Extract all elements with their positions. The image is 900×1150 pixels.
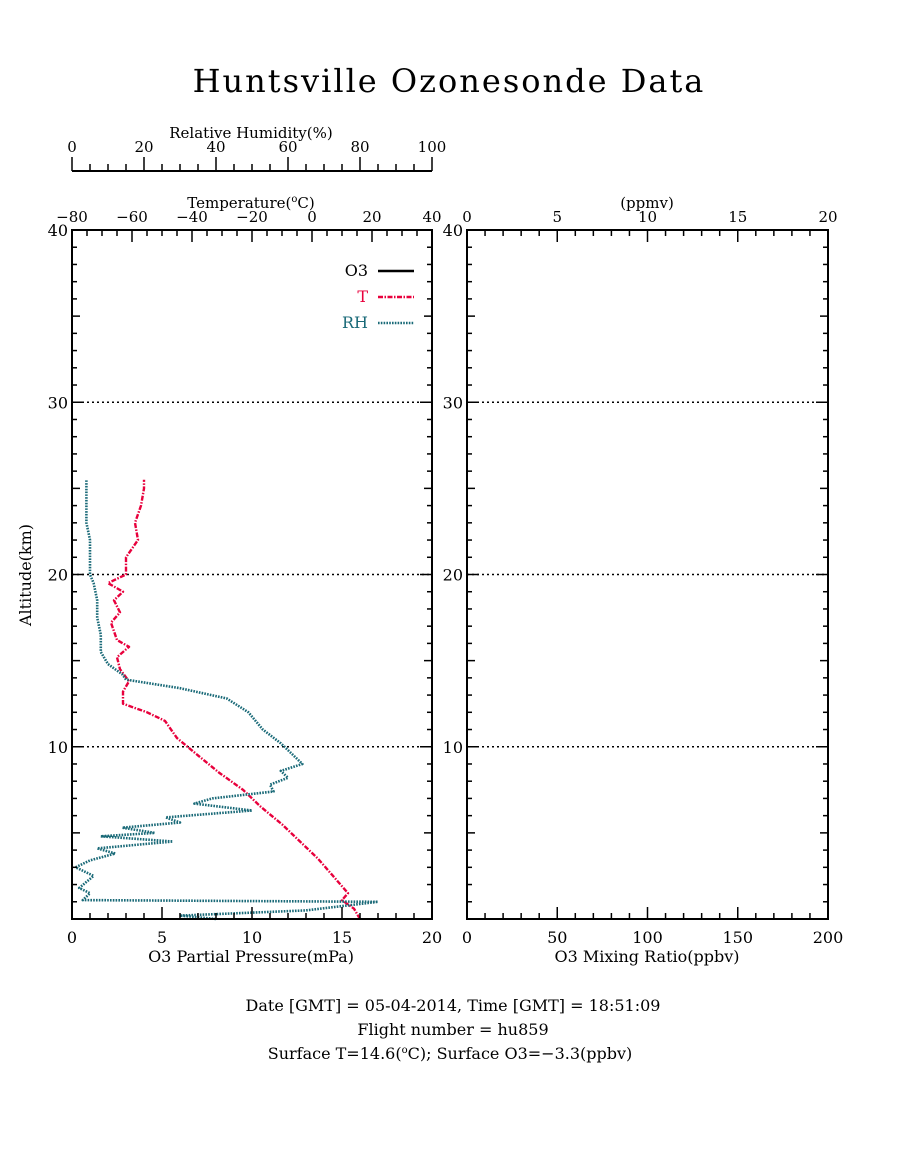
rh-series-line bbox=[74, 479, 380, 921]
temperature-xtick-label: −60 bbox=[116, 208, 148, 226]
chart-title: Huntsville Ozonesonde Data bbox=[193, 62, 706, 100]
ppbv-xtick-label: 50 bbox=[547, 928, 567, 947]
footer-surface-t: Surface T=14.6( bbox=[268, 1044, 402, 1063]
ppmv-xtick-label: 15 bbox=[728, 208, 747, 226]
o3-mixing-ratio-axis-label: O3 Mixing Ratio(ppbv) bbox=[554, 947, 739, 966]
legend-label-o3: O3 bbox=[345, 261, 368, 280]
legend-label-t: T bbox=[357, 287, 368, 306]
footer-surface-degree: o bbox=[402, 1045, 408, 1056]
legend: O3 T RH bbox=[342, 261, 414, 332]
axes bbox=[71, 170, 829, 920]
o3-partial-pressure-axis-label: O3 Partial Pressure(mPa) bbox=[148, 947, 354, 966]
t-series-line bbox=[106, 479, 362, 920]
ppmv-xtick-label: 5 bbox=[552, 208, 562, 226]
right-ytick-label: 30 bbox=[443, 393, 463, 412]
o3-xtick-label: 20 bbox=[422, 928, 442, 947]
tick-marks bbox=[71, 157, 828, 919]
ppbv-xtick-label: 0 bbox=[462, 928, 472, 947]
rh-xtick-label: 40 bbox=[206, 138, 225, 156]
rh-xtick-label: 20 bbox=[134, 138, 153, 156]
left-ytick-label: 30 bbox=[48, 393, 68, 412]
temperature-xtick-label: −20 bbox=[236, 208, 268, 226]
o3-xtick-label: 10 bbox=[242, 928, 262, 947]
temperature-axis-label-unit: C) bbox=[297, 194, 314, 212]
left-ytick-label: 10 bbox=[48, 738, 68, 757]
grid-lines bbox=[72, 401, 828, 748]
ppmv-axis-label: (ppmv) bbox=[620, 194, 674, 212]
footer-flight-number: Flight number = hu859 bbox=[357, 1020, 548, 1039]
left-ytick-label: 20 bbox=[48, 566, 68, 585]
ppbv-xtick-label: 200 bbox=[813, 928, 844, 947]
rh-xtick-label: 0 bbox=[67, 138, 77, 156]
ppbv-xtick-label: 150 bbox=[722, 928, 753, 947]
o3-xtick-label: 0 bbox=[67, 928, 77, 947]
temperature-xtick-label: 20 bbox=[362, 208, 381, 226]
footer-date-time: Date [GMT] = 05-04-2014, Time [GMT] = 18… bbox=[246, 996, 661, 1015]
o3-xtick-label: 5 bbox=[157, 928, 167, 947]
rh-xtick-label: 100 bbox=[418, 138, 447, 156]
left-ytick-label: 40 bbox=[48, 221, 68, 240]
temperature-axis-label-degree: o bbox=[291, 194, 297, 205]
legend-label-rh: RH bbox=[342, 313, 368, 332]
temperature-xtick-label: −40 bbox=[176, 208, 208, 226]
right-ytick-label: 40 bbox=[443, 221, 463, 240]
rh-xtick-label: 80 bbox=[350, 138, 369, 156]
footer-surface-o3: C); Surface O3=−3.3(ppbv) bbox=[408, 1044, 633, 1063]
ppmv-xtick-label: 0 bbox=[462, 208, 472, 226]
ppmv-xtick-label: 10 bbox=[638, 208, 657, 226]
temperature-xtick-label: −80 bbox=[56, 208, 88, 226]
rh-xtick-label: 60 bbox=[278, 138, 297, 156]
rh-axis-label: Relative Humidity(%) bbox=[169, 124, 332, 142]
right-ytick-label: 20 bbox=[443, 566, 463, 585]
footer-surface-values: Surface T=14.6(oC); Surface O3=−3.3(ppbv… bbox=[268, 1044, 633, 1063]
ppbv-xtick-label: 100 bbox=[632, 928, 663, 947]
altitude-axis-label: Altitude(km) bbox=[16, 524, 35, 627]
series-lines bbox=[74, 479, 380, 921]
temperature-axis-label-main: Temperature( bbox=[187, 194, 291, 212]
right-ytick-label: 10 bbox=[443, 738, 463, 757]
o3-xtick-label: 15 bbox=[332, 928, 352, 947]
temperature-xtick-label: 0 bbox=[307, 208, 317, 226]
temperature-axis-label: Temperature(oC) bbox=[187, 194, 315, 212]
ppmv-xtick-label: 20 bbox=[818, 208, 837, 226]
temperature-xtick-label: 40 bbox=[422, 208, 441, 226]
